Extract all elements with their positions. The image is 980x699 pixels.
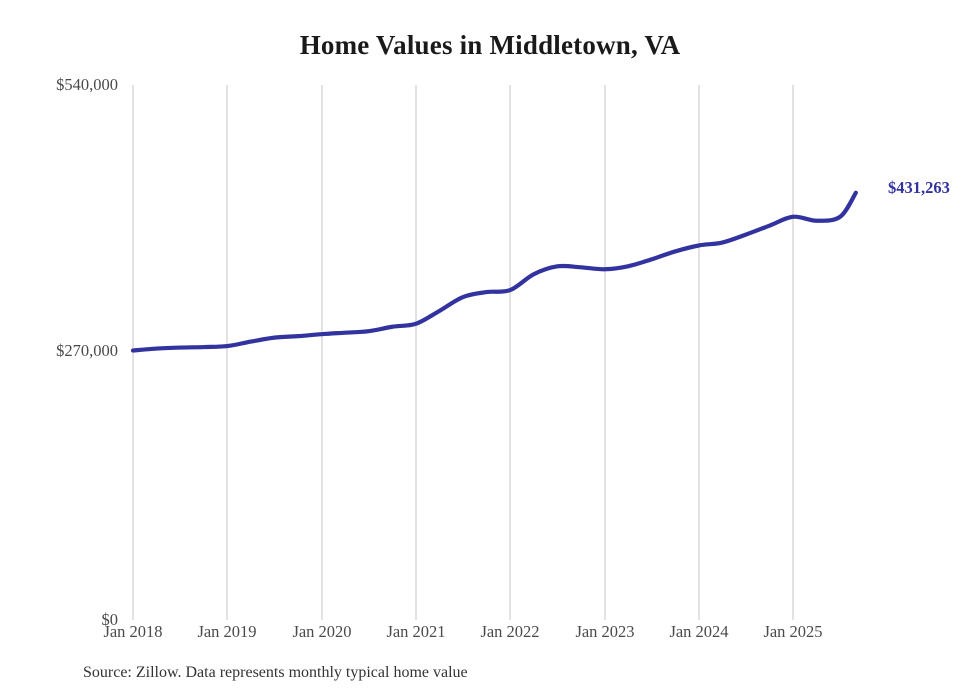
y-axis-tick-label-zero: $0 <box>101 610 119 629</box>
x-axis-tick-label-jan-2023: Jan 2023 <box>575 622 635 641</box>
x-axis-tick-label-jan-2018: Jan 2018 <box>103 622 163 641</box>
x-axis-tick-label-jan-2019: Jan 2019 <box>197 622 257 641</box>
x-axis-tick-label-jan-2022: Jan 2022 <box>480 622 540 641</box>
end-value-annotation: $431,263 <box>888 178 950 197</box>
x-axis-tick-label-jan-2020: Jan 2020 <box>292 622 352 641</box>
y-axis-tick-label-top: $540,000 <box>56 75 118 94</box>
chart-title: Home Values in Middletown, VA <box>299 30 681 60</box>
gridlines <box>132 85 794 620</box>
chart-canvas <box>130 85 858 620</box>
x-axis-tick-label-jan-2021: Jan 2021 <box>386 622 446 641</box>
plot-area <box>130 85 875 620</box>
x-axis-tick-label-jan-2025: Jan 2025 <box>763 622 823 641</box>
source-note: Source: Zillow. Data represents monthly … <box>83 664 468 681</box>
y-axis-tick-label-mid: $270,000 <box>56 341 118 360</box>
series-line-typical-home-value <box>130 190 858 353</box>
x-axis-tick-label-jan-2024: Jan 2024 <box>669 622 729 641</box>
